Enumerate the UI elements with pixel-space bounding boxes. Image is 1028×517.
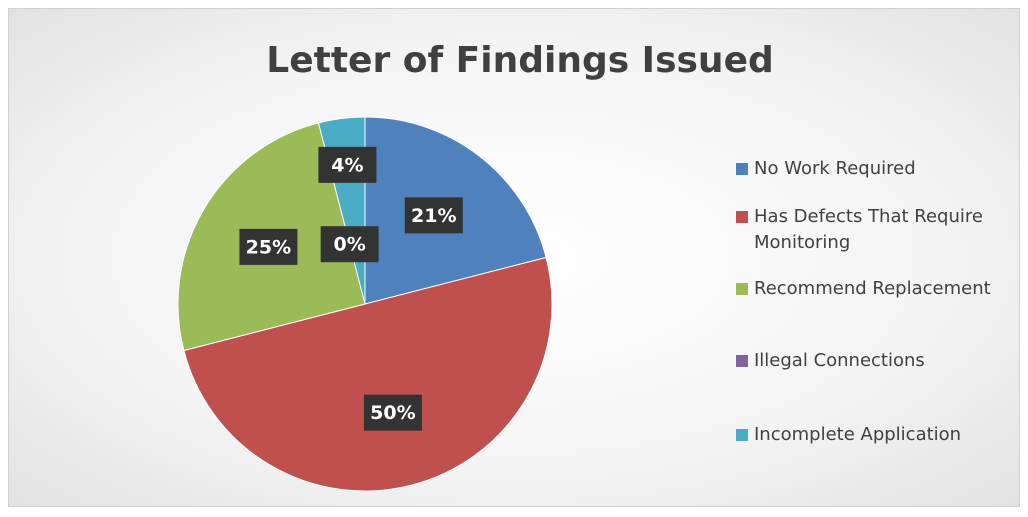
legend-item: Recommend Replacement: [736, 276, 1016, 302]
data-label-box: [363, 394, 422, 431]
legend-item: Incomplete Application: [736, 422, 1016, 448]
data-label-box: [320, 226, 379, 263]
legend-swatch: [736, 163, 748, 175]
legend-label: Recommend Replacement: [754, 278, 991, 299]
legend-label: Incomplete Application: [754, 424, 962, 445]
legend-label: No Work Required: [754, 158, 916, 179]
data-label-box: [239, 228, 298, 265]
chart-title: Letter of Findings Issued: [266, 40, 774, 81]
legend-swatch: [736, 283, 748, 295]
data-label: 21%: [411, 205, 456, 227]
legend-swatch: [736, 429, 748, 441]
legend-item: Illegal Connections: [736, 348, 1016, 374]
data-label-box: [404, 197, 463, 234]
legend-label: Illegal Connections: [754, 350, 925, 371]
legend-item: Has Defects That Require Monitoring: [736, 204, 1016, 256]
legend-item: No Work Required: [736, 156, 1016, 182]
data-label: 4%: [331, 154, 363, 176]
data-label: 50%: [370, 402, 415, 424]
pie-slice: [183, 256, 553, 492]
data-label: 25%: [246, 236, 291, 258]
legend-swatch: [736, 355, 748, 367]
data-label-box: [318, 146, 377, 183]
data-label: 0%: [334, 234, 366, 256]
legend-label: Has Defects That Require Monitoring: [754, 206, 983, 253]
legend-swatch: [736, 211, 748, 223]
